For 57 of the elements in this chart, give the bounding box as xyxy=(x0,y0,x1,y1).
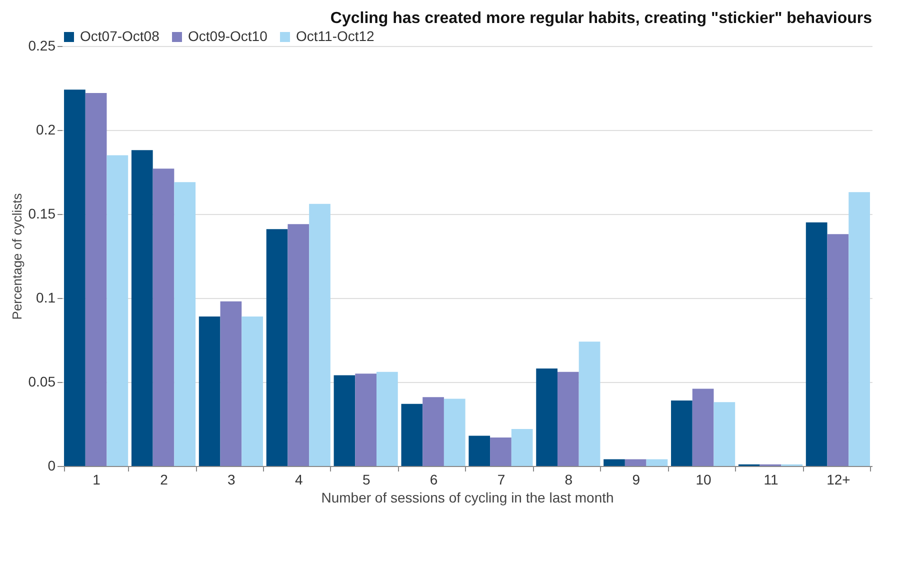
x-tick-label: 10 xyxy=(696,472,712,488)
x-tick-label: 4 xyxy=(294,472,303,488)
y-tick-label: 0.1 xyxy=(36,290,56,306)
x-tick-label: 8 xyxy=(564,472,573,488)
bar xyxy=(490,437,512,466)
bar xyxy=(604,459,625,466)
y-tick-label: 0 xyxy=(48,458,56,474)
bar xyxy=(511,429,533,466)
legend-label: Oct11-Oct12 xyxy=(296,28,375,44)
bar xyxy=(578,342,600,466)
bar xyxy=(714,402,736,466)
x-tick-label: 7 xyxy=(497,472,506,488)
bar xyxy=(242,316,263,466)
bar xyxy=(198,316,220,466)
bar xyxy=(536,368,558,466)
y-tick-label: 0.05 xyxy=(28,374,56,390)
bar xyxy=(557,372,579,466)
bar xyxy=(806,222,828,466)
bar xyxy=(827,234,849,466)
bar xyxy=(355,374,377,466)
x-tick-label: 9 xyxy=(632,472,640,488)
y-tick-label: 0.2 xyxy=(36,122,56,138)
legend-label: Oct09-Oct10 xyxy=(188,28,268,44)
legend-label: Oct07-Oct08 xyxy=(80,28,160,44)
bar xyxy=(468,436,490,466)
y-tick-label: 0.25 xyxy=(28,38,56,54)
bar xyxy=(692,388,714,466)
bar xyxy=(131,150,153,466)
bar xyxy=(152,168,174,466)
bar xyxy=(64,90,86,466)
bar xyxy=(401,404,423,466)
bar xyxy=(85,93,107,466)
bar xyxy=(174,182,196,466)
bar xyxy=(646,459,668,466)
x-tick-label: 5 xyxy=(362,472,370,488)
x-tick-label: 12+ xyxy=(826,472,850,488)
bar xyxy=(624,459,646,466)
y-tick-label: 0.15 xyxy=(28,206,56,222)
y-axis-title: Percentage of cyclists xyxy=(9,192,24,320)
x-axis-title: Number of sessions of cycling in the last month xyxy=(321,490,614,506)
bar xyxy=(309,204,330,466)
bar xyxy=(266,229,288,466)
bar xyxy=(444,398,466,466)
bar xyxy=(220,301,242,466)
bar xyxy=(334,375,356,466)
bar xyxy=(288,224,310,466)
bar xyxy=(106,155,128,466)
x-tick-label: 6 xyxy=(430,472,438,488)
x-tick-label: 11 xyxy=(764,472,778,488)
x-tick-label: 1 xyxy=(92,472,101,488)
bar xyxy=(848,192,870,466)
x-tick-label: 2 xyxy=(160,472,168,488)
bar xyxy=(671,400,692,466)
bar xyxy=(376,372,398,466)
chart-title: Cycling has created more regular habits, creating "stickier" behaviours xyxy=(330,10,872,27)
bar xyxy=(422,397,444,466)
x-tick-label: 3 xyxy=(228,472,236,488)
